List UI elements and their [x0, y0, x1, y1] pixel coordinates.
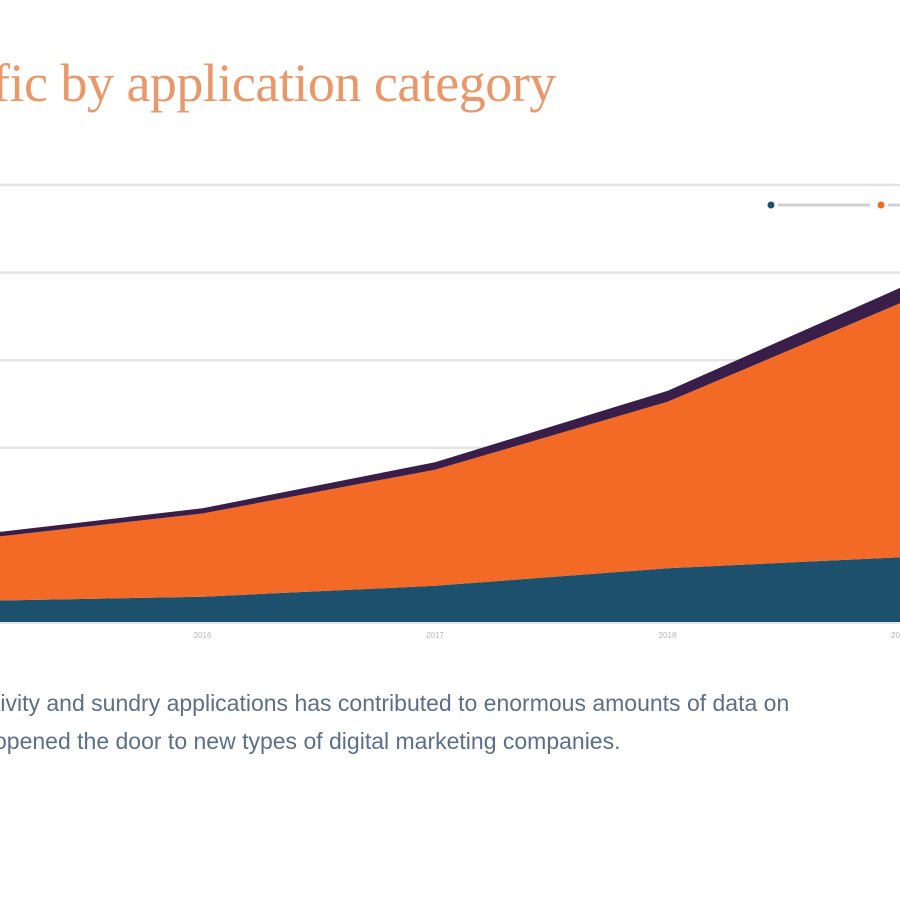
legend-marker-2 — [877, 201, 885, 209]
caption-line-1: tivity and sundry applications has contr… — [0, 690, 790, 716]
chart-title: fic by application category — [0, 53, 556, 113]
x-tick-label: 2017 — [426, 631, 444, 640]
x-axis-ticks: 2016 2017 2018 2019 — [194, 631, 900, 640]
legend-marker-1 — [767, 201, 775, 209]
series-area-1 — [0, 557, 900, 623]
chart-legend — [767, 201, 900, 209]
legend-label-2 — [888, 203, 900, 207]
caption-line-2: opened the door to new types of digital … — [0, 728, 621, 754]
stacked-areas — [0, 287, 900, 623]
x-tick-label: 2016 — [194, 631, 212, 640]
legend-label-1 — [778, 203, 870, 207]
chart-caption: tivity and sundry applications has contr… — [0, 684, 900, 760]
series-area-2 — [0, 303, 900, 601]
x-tick-label: 2019 — [891, 631, 900, 640]
x-tick-label: 2018 — [659, 631, 677, 640]
